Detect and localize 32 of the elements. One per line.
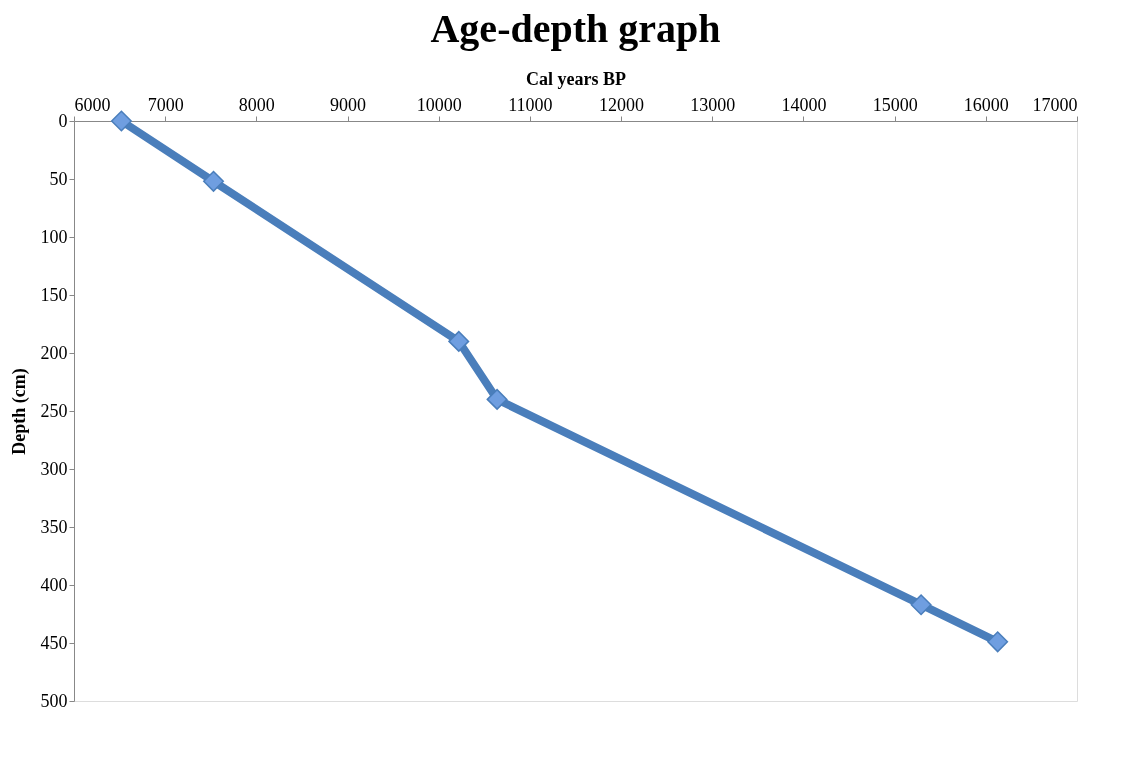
x-tick-label: 6000: [74, 94, 111, 115]
y-axis-title: Depth (cm): [8, 368, 30, 455]
x-tick-label: 10000: [416, 94, 462, 115]
x-tick-label: 12000: [599, 94, 645, 115]
chart-title: Age-depth graph: [430, 6, 721, 51]
point: [910, 594, 932, 616]
y-tick-label: 150: [40, 284, 68, 305]
y-tick-label: 500: [40, 690, 68, 711]
y-tick-label: 450: [40, 632, 68, 653]
point: [987, 631, 1009, 653]
x-tick-label: 9000: [330, 94, 367, 115]
x-tick-label: 17000: [1032, 94, 1078, 115]
y-tick-label: 250: [40, 400, 68, 421]
y-tick-label: 50: [49, 168, 68, 189]
y-tick-label: 0: [58, 110, 68, 131]
y-tick-label: 300: [40, 458, 68, 479]
y-tick-label: 400: [40, 574, 68, 595]
x-tick-label: 13000: [690, 94, 736, 115]
x-tick-label: 14000: [781, 94, 827, 115]
x-tick-label: 15000: [872, 94, 918, 115]
x-tick-label: 11000: [508, 94, 553, 115]
x-tick-label: 8000: [238, 94, 275, 115]
y-tick-label: 100: [40, 226, 68, 247]
point: [448, 330, 470, 352]
point: [486, 388, 508, 410]
x-tick-label: 7000: [147, 94, 184, 115]
point: [203, 170, 225, 192]
x-tick-label: 16000: [963, 94, 1009, 115]
point: [110, 110, 132, 132]
y-tick-label: 200: [40, 342, 68, 363]
x-axis-title: Cal years BP: [526, 68, 626, 89]
y-tick-label: 350: [40, 516, 68, 537]
